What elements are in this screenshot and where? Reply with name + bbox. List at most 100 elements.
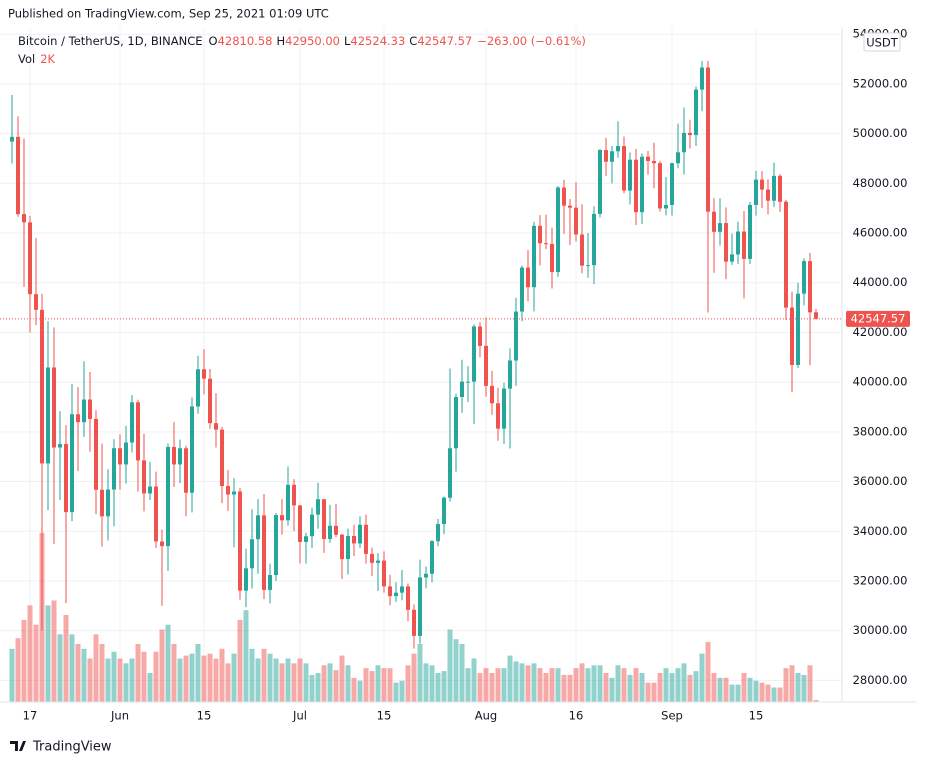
volume-bar bbox=[531, 663, 537, 702]
candle-body bbox=[538, 225, 542, 244]
volume-bar bbox=[327, 663, 333, 702]
candle-body bbox=[172, 447, 176, 465]
grid bbox=[0, 28, 842, 702]
candle-body bbox=[562, 187, 566, 206]
volume-bar bbox=[597, 665, 603, 702]
candle-body bbox=[262, 515, 266, 590]
candle-body bbox=[220, 429, 224, 487]
candle-layer bbox=[0, 61, 842, 649]
x-tick-label: 15 bbox=[749, 709, 764, 723]
candle-body bbox=[472, 326, 476, 382]
y-tick-label: 38000.00 bbox=[853, 424, 908, 438]
candle-body bbox=[100, 489, 104, 517]
candle-body bbox=[502, 388, 506, 429]
y-tick-label: 32000.00 bbox=[853, 573, 908, 587]
volume-bar bbox=[789, 665, 795, 702]
x-tick-label: 15 bbox=[377, 709, 392, 723]
volume-bar bbox=[759, 682, 765, 702]
candle-body bbox=[130, 402, 134, 443]
candle-body bbox=[322, 499, 326, 539]
volume-bar bbox=[423, 663, 429, 702]
candle-body bbox=[136, 402, 140, 461]
candle-body bbox=[106, 489, 110, 517]
volume-bar bbox=[375, 665, 381, 702]
volume-bar bbox=[435, 673, 441, 702]
candle-body bbox=[748, 204, 752, 259]
volume-bar bbox=[741, 673, 747, 702]
volume-bar bbox=[177, 658, 183, 702]
volume-layer bbox=[9, 532, 819, 702]
legend-key: L bbox=[344, 34, 351, 48]
volume-bar bbox=[453, 639, 459, 702]
volume-bar bbox=[261, 648, 267, 702]
y-tick-label: 40000.00 bbox=[853, 375, 908, 389]
candle-body bbox=[550, 243, 554, 273]
candle-body bbox=[340, 534, 344, 560]
volume-bar bbox=[585, 668, 591, 702]
volume-bar bbox=[69, 634, 75, 702]
volume-bar bbox=[525, 665, 531, 702]
brand-name: TradingView bbox=[32, 740, 112, 755]
volume-bar bbox=[99, 644, 105, 702]
candle-body bbox=[160, 541, 164, 547]
candle-body bbox=[808, 261, 812, 313]
volume-bar bbox=[411, 653, 417, 702]
candle-body bbox=[460, 381, 464, 398]
volume-bar bbox=[45, 605, 51, 702]
brand-icon bbox=[10, 741, 26, 751]
volume-bar bbox=[723, 677, 729, 702]
x-tick-label: Jun bbox=[110, 709, 129, 723]
volume-bar bbox=[645, 682, 651, 702]
candle-body bbox=[52, 367, 56, 448]
candle-body bbox=[676, 152, 680, 164]
volume-bar bbox=[105, 658, 111, 702]
candle-body bbox=[34, 294, 38, 310]
volume-bar bbox=[777, 687, 783, 702]
volume-bar bbox=[63, 615, 69, 702]
candle-body bbox=[508, 360, 512, 389]
volume-bar bbox=[207, 653, 213, 702]
legend-change: −263.00 (−0.61%) bbox=[477, 34, 586, 48]
last-price-label: 42547.57 bbox=[851, 311, 906, 325]
x-tick-label: Aug bbox=[475, 709, 497, 723]
x-tick-label: 15 bbox=[197, 709, 212, 723]
volume-bar bbox=[189, 653, 195, 702]
candle-body bbox=[352, 535, 356, 544]
candle-body bbox=[652, 160, 656, 164]
candle-body bbox=[328, 525, 332, 539]
candle-body bbox=[298, 505, 302, 542]
currency-box[interactable] bbox=[863, 32, 901, 52]
volume-bar bbox=[273, 658, 279, 702]
candle-body bbox=[40, 309, 44, 464]
y-tick-label: 46000.00 bbox=[853, 226, 908, 240]
volume-bar bbox=[285, 658, 291, 702]
candle-body bbox=[346, 535, 350, 560]
volume-bar bbox=[357, 680, 363, 702]
volume-bar bbox=[507, 655, 513, 702]
volume-bar bbox=[687, 674, 693, 702]
candle-body bbox=[628, 159, 632, 191]
candle-body bbox=[658, 163, 662, 209]
candle-body bbox=[310, 514, 314, 537]
candle-body bbox=[544, 243, 548, 245]
candle-body bbox=[142, 460, 146, 494]
volume-bar bbox=[57, 634, 63, 702]
volume-value: 2K bbox=[40, 52, 55, 66]
candle-body bbox=[424, 573, 428, 578]
volume-bar bbox=[609, 677, 615, 702]
volume-bar bbox=[87, 658, 93, 702]
candle-body bbox=[16, 136, 20, 215]
candle-body bbox=[370, 553, 374, 563]
legend-value: 42547.57 bbox=[417, 34, 472, 48]
volume-bar bbox=[651, 682, 657, 702]
candle-body bbox=[10, 136, 14, 142]
candle-body bbox=[478, 326, 482, 346]
volume-bar bbox=[309, 674, 315, 702]
candle-body bbox=[304, 536, 308, 542]
candle-body bbox=[226, 486, 230, 495]
volume-bar bbox=[573, 668, 579, 702]
currency[interactable]: USDT bbox=[866, 36, 899, 50]
volume-bar bbox=[633, 668, 639, 702]
volume-bar bbox=[351, 677, 357, 702]
candle-body bbox=[694, 89, 698, 136]
